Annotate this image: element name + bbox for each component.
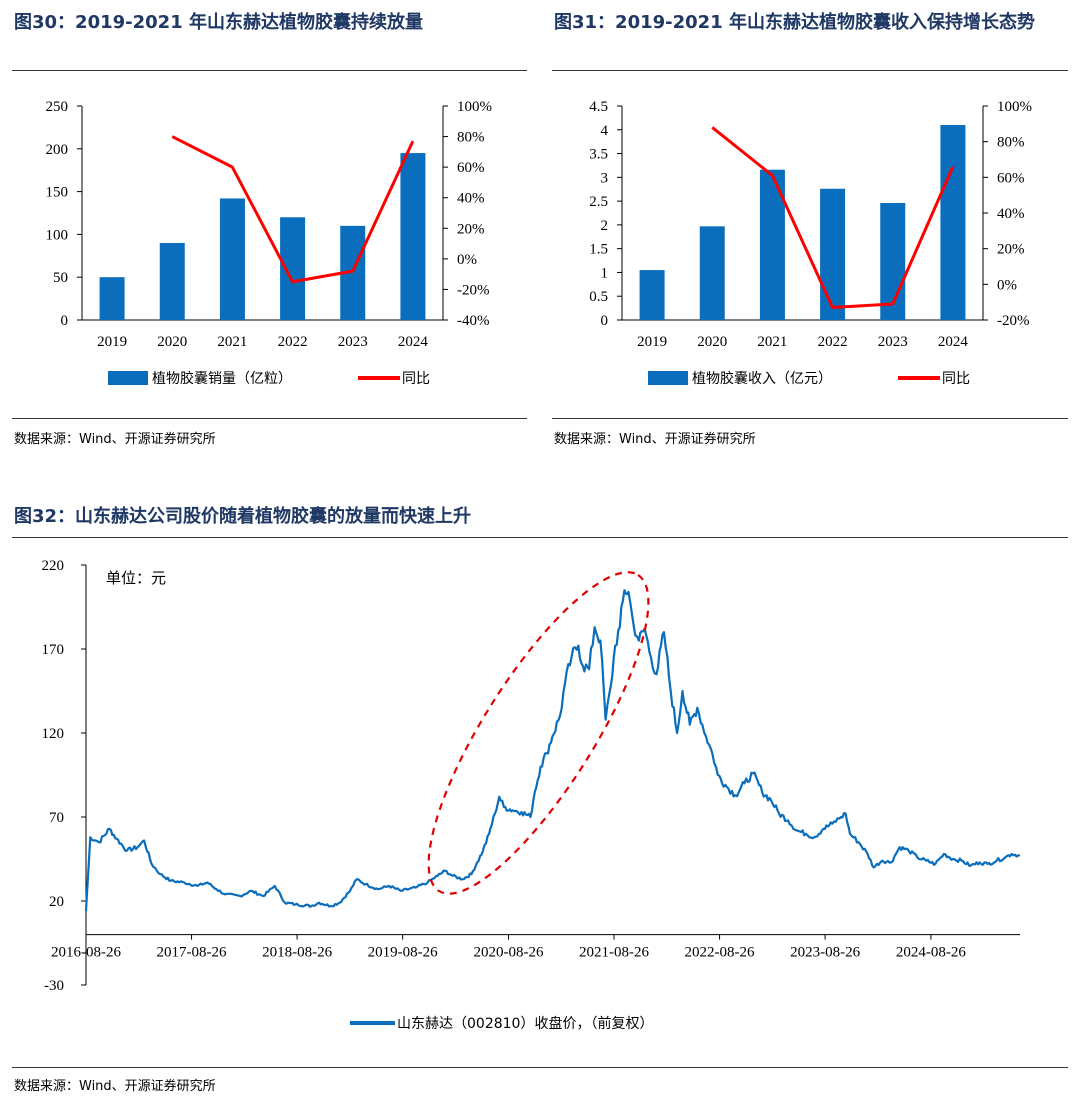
fig31-x-tick-label: 2019 (637, 334, 667, 350)
fig32-x-tick-label: 2024-08-26 (896, 945, 966, 961)
fig30-bar (400, 153, 426, 320)
fig30-bar (219, 198, 245, 320)
fig30-x-tick-label: 2020 (157, 334, 187, 350)
fig32-title: 图32：山东赫达公司股价随着植物胶囊的放量而快速上升 (14, 506, 472, 527)
fig31-left-tick-label: 0 (601, 313, 609, 329)
fig30-x-tick-label: 2023 (338, 334, 368, 350)
fig31-legend-bar-label: 植物胶囊收入（亿元） (692, 370, 832, 387)
fig31-left-tick-label: 1.5 (589, 242, 608, 258)
fig31-right-tick-label: 40% (997, 206, 1025, 222)
fig32-x-tick-label: 2022-08-26 (685, 945, 755, 961)
fig30-bar (280, 217, 306, 320)
fig31-left-tick-label: 0.5 (589, 289, 608, 305)
fig31-left-tick-label: 3 (601, 170, 609, 186)
fig30-left-tick-label: 200 (46, 142, 69, 158)
fig31-right-tick-label: 0% (997, 277, 1017, 293)
fig32-y-tick-label: 170 (42, 642, 65, 658)
fig30-x-tick-label: 2024 (398, 334, 429, 350)
fig31-right-tick-label: 80% (997, 135, 1025, 151)
fig31-bar (639, 270, 665, 320)
fig30-x-tick-label: 2022 (278, 334, 308, 350)
fig31-left-tick-label: 1 (601, 265, 609, 281)
fig30-legend-bar-label: 植物胶囊销量（亿粒） (152, 370, 292, 387)
fig31-right-tick-label: 20% (997, 242, 1025, 258)
fig32-y-tick-label: 20 (49, 894, 64, 910)
fig31-x-tick-label: 2020 (697, 334, 727, 350)
fig32-source-rule (12, 1067, 1068, 1068)
fig30-right-tick-label: 100% (457, 99, 492, 115)
fig31-x-tick-label: 2023 (878, 334, 908, 350)
fig32-x-tick-label: 2019-08-26 (368, 945, 438, 961)
fig30-legend-line-label: 同比 (402, 371, 430, 387)
fig32-x-tick-label: 2017-08-26 (157, 945, 227, 961)
fig32-unit-label: 单位：元 (106, 569, 166, 587)
fig30-left-tick-label: 250 (46, 99, 69, 115)
fig31-title-rule (552, 70, 1068, 71)
fig30-x-tick-label: 2021 (217, 334, 247, 350)
fig32-source: 数据来源：Wind、开源证券研究所 (14, 1079, 216, 1094)
fig31-x-tick-label: 2022 (818, 334, 848, 350)
fig30-source-rule (12, 418, 527, 419)
fig30-right-tick-label: -20% (457, 282, 490, 298)
fig31-left-tick-label: 4 (601, 123, 609, 139)
fig30-source: 数据来源：Wind、开源证券研究所 (14, 432, 216, 447)
fig30-left-tick-label: 150 (46, 185, 69, 201)
fig31-source: 数据来源：Wind、开源证券研究所 (554, 432, 756, 447)
fig31-chart: 0 0.5 1 1.5 2 2.5 3 3.5 4 4.5 -20% 0% 20% 40% 60% 80% 10… (589, 99, 1032, 387)
fig32-x-tick-label: 2018-08-26 (262, 945, 332, 961)
fig31-bar (940, 125, 966, 320)
fig32-x-tick-label: 2016-08-26 (51, 945, 121, 961)
fig30-right-tick-label: 80% (457, 130, 485, 146)
fig30-left-tick-label: 0 (61, 313, 69, 329)
fig32-x-tick-label: 2021-08-26 (579, 945, 649, 961)
fig31-left-tick-label: 4.5 (589, 99, 608, 115)
fig32-y-tick-label: -30 (44, 978, 64, 994)
fig31-right-tick-label: -20% (997, 313, 1030, 329)
fig31-title: 图31：2019-2021 年山东赫达植物胶囊收入保持增长态势 (554, 12, 1035, 33)
fig31-x-tick-label: 2021 (757, 334, 787, 350)
fig31-legend-bar-swatch (648, 371, 688, 385)
fig30-right-tick-label: -40% (457, 313, 490, 329)
fig32-surge-ellipse (427, 571, 650, 895)
fig32-y-tick-label: 220 (42, 558, 65, 574)
fig30-right-tick-label: 0% (457, 252, 477, 268)
fig30-legend-bar-swatch (108, 371, 148, 385)
fig31-left-tick-label: 3.5 (589, 147, 608, 163)
fig30-title: 图30：2019-2021 年山东赫达植物胶囊持续放量 (14, 12, 423, 33)
fig30-right-tick-label: 40% (457, 191, 485, 207)
fig30-chart: 0 50 100 150 200 250 -40% -20% 0% 20% 40% 60% 80% 100… (46, 99, 493, 387)
fig32-y-tick-label: 70 (49, 810, 64, 826)
fig31-source-rule (552, 418, 1068, 419)
fig30-title-rule (12, 70, 527, 71)
fig30-bar (159, 242, 185, 320)
fig32-price-line (84, 589, 1021, 912)
fig32-x-tick-label: 2020-08-26 (473, 945, 543, 961)
fig32-legend-label: 山东赫达（002810）收盘价，（前复权） (397, 1015, 653, 1032)
fig30-left-tick-label: 50 (53, 270, 68, 286)
fig30-bar (99, 277, 125, 320)
fig30-x-tick-label: 2019 (97, 334, 127, 350)
fig31-right-tick-label: 60% (997, 170, 1025, 186)
fig32-title-rule (12, 537, 1068, 538)
fig30-right-tick-label: 20% (457, 221, 485, 237)
fig30-right-tick-label: 60% (457, 160, 485, 176)
fig31-left-tick-label: 2 (601, 218, 609, 234)
fig32-x-tick-label: 2023-08-26 (790, 945, 860, 961)
fig31-right-tick-label: 100% (997, 99, 1032, 115)
fig31-bar (820, 188, 846, 320)
fig31-x-tick-label: 2024 (938, 334, 969, 350)
fig32-chart: -30 20 70 120 170 220 2016-08-26 2017-08-26 2018… (42, 558, 1021, 1032)
fig32-y-tick-label: 120 (42, 726, 65, 742)
fig31-left-tick-label: 2.5 (589, 194, 608, 210)
fig31-legend-line-label: 同比 (942, 371, 970, 387)
fig30-left-tick-label: 100 (46, 227, 69, 243)
fig31-bar (699, 226, 725, 320)
